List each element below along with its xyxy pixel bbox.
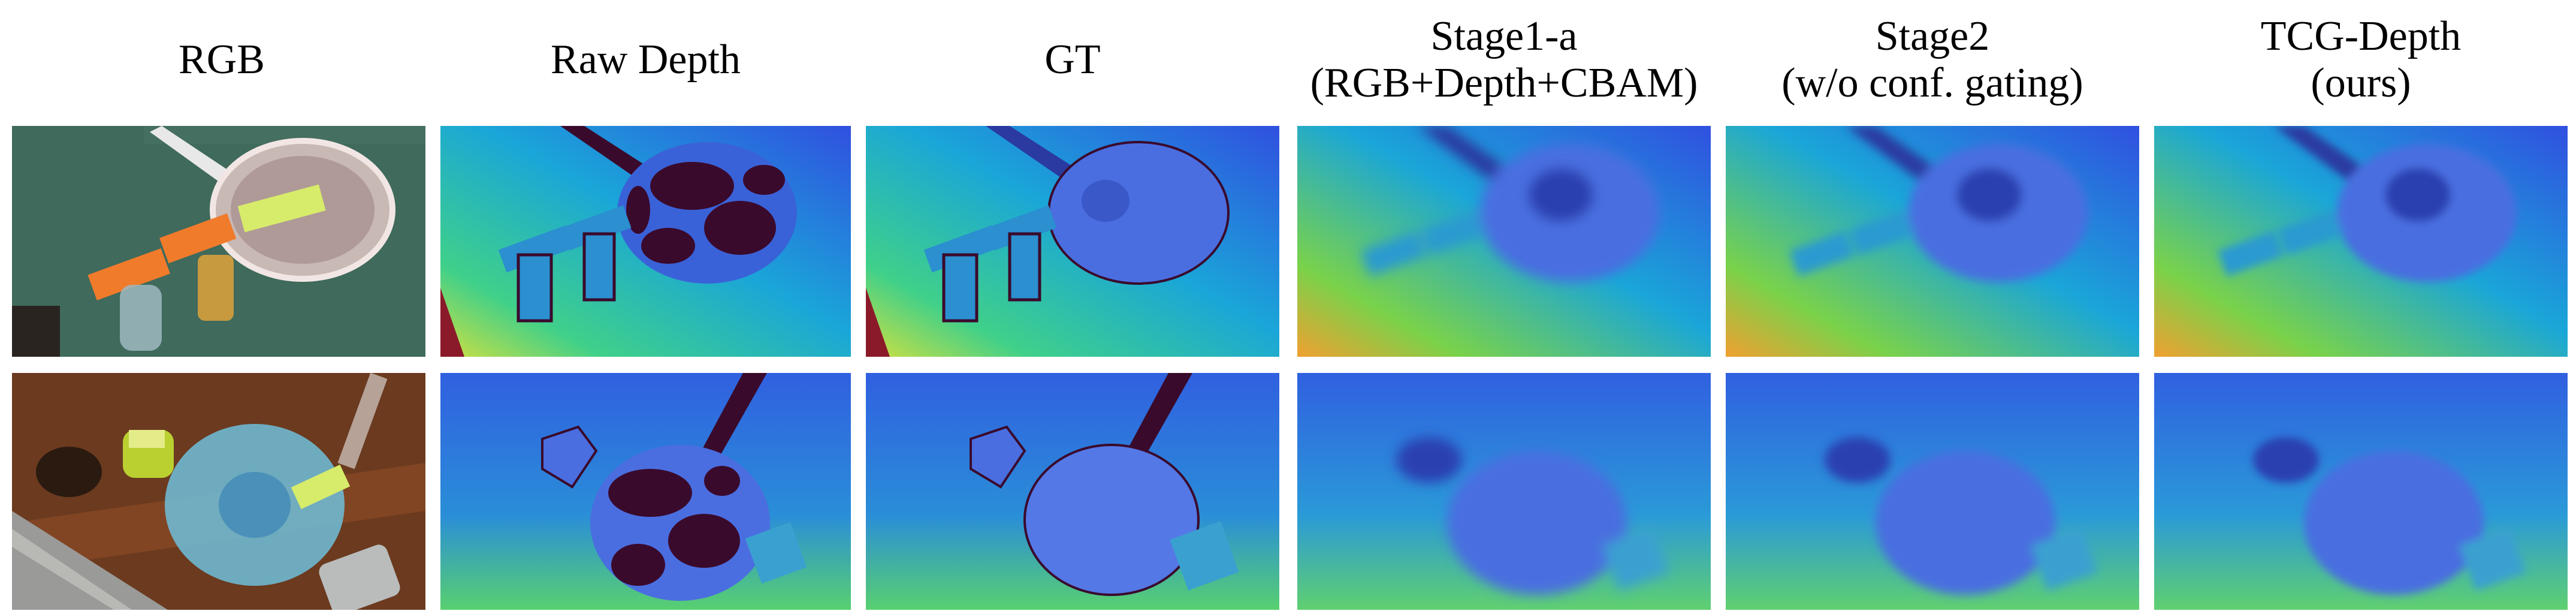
column-header-raw-depth: Raw Depth <box>440 0 851 120</box>
header-line: RGB <box>179 36 265 83</box>
column-header-tcg-depth: TCG-Depth (ours) <box>2154 0 2568 120</box>
column-header-gt: GT <box>866 0 1279 120</box>
stage1a-image-row-1 <box>1297 126 1711 357</box>
stage2-image-row-1 <box>1726 126 2139 357</box>
gt-image-row-2 <box>866 373 1279 610</box>
column-header-rgb: RGB <box>12 0 431 120</box>
header-line: Stage1-a <box>1430 13 1578 59</box>
header-line: GT <box>1044 36 1101 83</box>
tcg-depth-image-row-1 <box>2154 126 2568 357</box>
stage2-image-row-2 <box>1726 373 2139 610</box>
raw-depth-image-row-1 <box>440 126 851 357</box>
gt-image-row-1 <box>866 126 1279 357</box>
header-line: Raw Depth <box>551 36 741 83</box>
raw-depth-image-row-2 <box>440 373 851 610</box>
column-header-stage1a: Stage1-a (RGB+Depth+CBAM) <box>1297 0 1711 120</box>
tcg-depth-image-row-2 <box>2154 373 2568 610</box>
header-line: (RGB+Depth+CBAM) <box>1310 60 1698 106</box>
rgb-image-row-2 <box>12 373 425 610</box>
column-header-stage2: Stage2 (w/o conf. gating) <box>1726 0 2139 120</box>
header-line: Stage2 <box>1875 13 1990 59</box>
header-line: (ours) <box>2311 60 2411 106</box>
stage1a-image-row-2 <box>1297 373 1711 610</box>
header-line: (w/o conf. gating) <box>1781 60 2083 106</box>
header-line: TCG-Depth <box>2260 13 2462 59</box>
rgb-image-row-1 <box>12 126 425 357</box>
